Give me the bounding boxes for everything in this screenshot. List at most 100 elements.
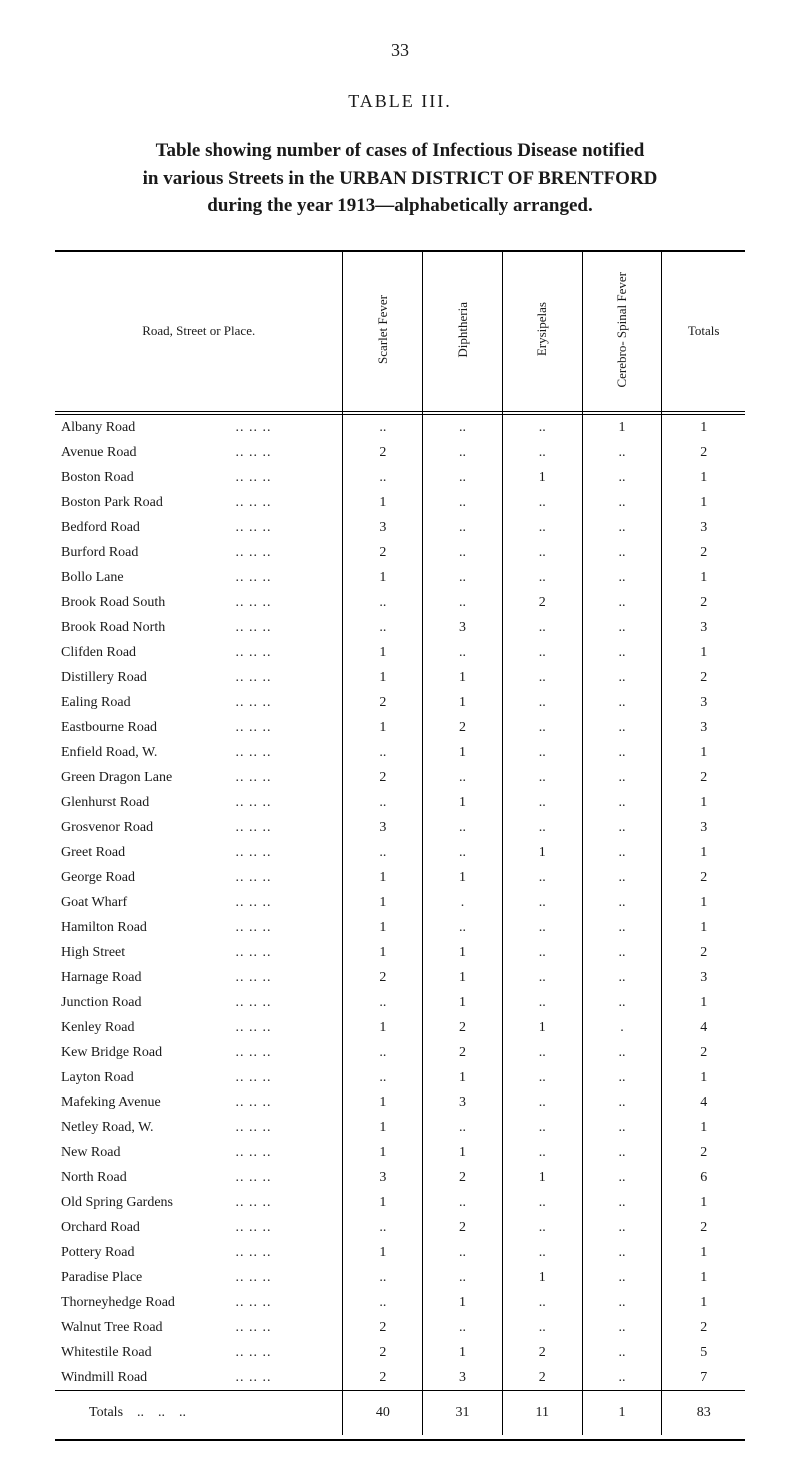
- table-row: Albany Road .. .. ........11: [55, 415, 745, 440]
- num-cell: 4: [662, 1090, 745, 1115]
- num-cell: ..: [502, 540, 582, 565]
- table-row: Windmill Road .. .. ..232..7: [55, 1365, 745, 1391]
- num-cell: ..: [423, 415, 503, 440]
- road-cell: Netley Road, W. .. .. ..: [55, 1115, 343, 1140]
- table-row: Kew Bridge Road .. .. ....2....2: [55, 1040, 745, 1065]
- num-cell: 1: [662, 915, 745, 940]
- road-cell: Thorneyhedge Road .. .. ..: [55, 1290, 343, 1315]
- road-cell: Enfield Road, W. .. .. ..: [55, 740, 343, 765]
- road-cell: Boston Park Road .. .. ..: [55, 490, 343, 515]
- num-cell: .: [423, 890, 503, 915]
- num-cell: 1: [662, 740, 745, 765]
- num-cell: ..: [423, 1315, 503, 1340]
- num-cell: ..: [502, 1065, 582, 1090]
- num-cell: ..: [582, 615, 662, 640]
- num-cell: 1: [662, 565, 745, 590]
- leader-dots: .. .. ..: [231, 420, 272, 435]
- num-cell: 3: [662, 615, 745, 640]
- num-cell: ..: [423, 765, 503, 790]
- num-cell: ..: [502, 565, 582, 590]
- num-cell: ..: [582, 1140, 662, 1165]
- num-cell: 1: [423, 1140, 503, 1165]
- col-cerebro: Cerebro- Spinal Fever: [582, 252, 662, 412]
- num-cell: 3: [343, 515, 423, 540]
- num-cell: ..: [582, 665, 662, 690]
- num-cell: ..: [343, 1215, 423, 1240]
- num-cell: 3: [662, 690, 745, 715]
- num-cell: ..: [502, 1215, 582, 1240]
- num-cell: ..: [582, 965, 662, 990]
- num-cell: 1: [662, 890, 745, 915]
- num-cell: ..: [502, 1290, 582, 1315]
- road-cell: Old Spring Gardens .. .. ..: [55, 1190, 343, 1215]
- num-cell: ..: [423, 1190, 503, 1215]
- num-cell: 1: [343, 565, 423, 590]
- num-cell: ..: [582, 790, 662, 815]
- num-cell: 3: [423, 1090, 503, 1115]
- leader-dots: .. .. ..: [231, 1045, 272, 1060]
- num-cell: 1: [662, 1290, 745, 1315]
- num-cell: 1: [502, 1015, 582, 1040]
- num-cell: 2: [662, 1315, 745, 1340]
- road-label: Walnut Tree Road: [61, 1320, 231, 1336]
- num-cell: 1: [502, 1265, 582, 1290]
- road-cell: Layton Road .. .. ..: [55, 1065, 343, 1090]
- leader-dots: .. .. ..: [231, 1120, 272, 1135]
- num-cell: ..: [502, 1140, 582, 1165]
- num-cell: 1: [343, 715, 423, 740]
- table-row: Boston Road .. .. ......1..1: [55, 465, 745, 490]
- num-cell: ..: [582, 740, 662, 765]
- road-cell: Harnage Road .. .. ..: [55, 965, 343, 990]
- num-cell: ..: [582, 640, 662, 665]
- num-cell: 1: [582, 415, 662, 440]
- leader-dots: .. .. ..: [231, 920, 272, 935]
- totals-num-cell: 31: [423, 1391, 503, 1436]
- num-cell: ..: [502, 865, 582, 890]
- num-cell: ..: [502, 615, 582, 640]
- num-cell: 1: [423, 1290, 503, 1315]
- table-row: North Road .. .. ..321..6: [55, 1165, 745, 1190]
- num-cell: ..: [582, 540, 662, 565]
- table-row: Junction Road .. .. ....1....1: [55, 990, 745, 1015]
- num-cell: ..: [343, 1265, 423, 1290]
- table-row: Pottery Road .. .. ..1......1: [55, 1240, 745, 1265]
- table-row: Whitestile Road .. .. ..212..5: [55, 1340, 745, 1365]
- num-cell: ..: [582, 1115, 662, 1140]
- num-cell: ..: [502, 490, 582, 515]
- table-row: Old Spring Gardens .. .. ..1......1: [55, 1190, 745, 1215]
- road-cell: Green Dragon Lane .. .. ..: [55, 765, 343, 790]
- leader-dots: .. .. ..: [231, 845, 272, 860]
- num-cell: ..: [502, 965, 582, 990]
- num-cell: ..: [582, 1265, 662, 1290]
- num-cell: 1: [662, 490, 745, 515]
- road-label: Enfield Road, W.: [61, 745, 231, 761]
- num-cell: ..: [582, 465, 662, 490]
- road-label: Hamilton Road: [61, 920, 231, 936]
- col-scarlet-label: Scarlet Fever: [375, 295, 391, 364]
- road-label: Paradise Place: [61, 1270, 231, 1286]
- leader-dots: .. .. ..: [231, 1095, 272, 1110]
- leader-dots: .. .. ..: [231, 1145, 272, 1160]
- table-bottom-rule: [55, 1439, 745, 1441]
- num-cell: ..: [343, 1290, 423, 1315]
- num-cell: ..: [423, 1265, 503, 1290]
- road-cell: Greet Road .. .. ..: [55, 840, 343, 865]
- col-diphtheria-label: Diphtheria: [455, 302, 471, 358]
- totals-label-cell: Totals .. .. ..: [55, 1391, 343, 1436]
- table-row: Mafeking Avenue .. .. ..13....4: [55, 1090, 745, 1115]
- table-row: Goat Wharf .. .. ..1.....1: [55, 890, 745, 915]
- num-cell: 1: [662, 1265, 745, 1290]
- road-label: High Street: [61, 945, 231, 961]
- num-cell: 2: [662, 940, 745, 965]
- num-cell: 2: [662, 540, 745, 565]
- leader-dots: .. .. ..: [231, 720, 272, 735]
- num-cell: 2: [423, 1040, 503, 1065]
- num-cell: ..: [502, 990, 582, 1015]
- num-cell: 2: [343, 540, 423, 565]
- leader-dots: .. .. ..: [231, 495, 272, 510]
- table-row: Netley Road, W. .. .. ..1......1: [55, 1115, 745, 1140]
- table-row: Green Dragon Lane .. .. ..2......2: [55, 765, 745, 790]
- leader-dots: .. .. ..: [231, 695, 272, 710]
- road-label: Boston Park Road: [61, 495, 231, 511]
- num-cell: ..: [423, 840, 503, 865]
